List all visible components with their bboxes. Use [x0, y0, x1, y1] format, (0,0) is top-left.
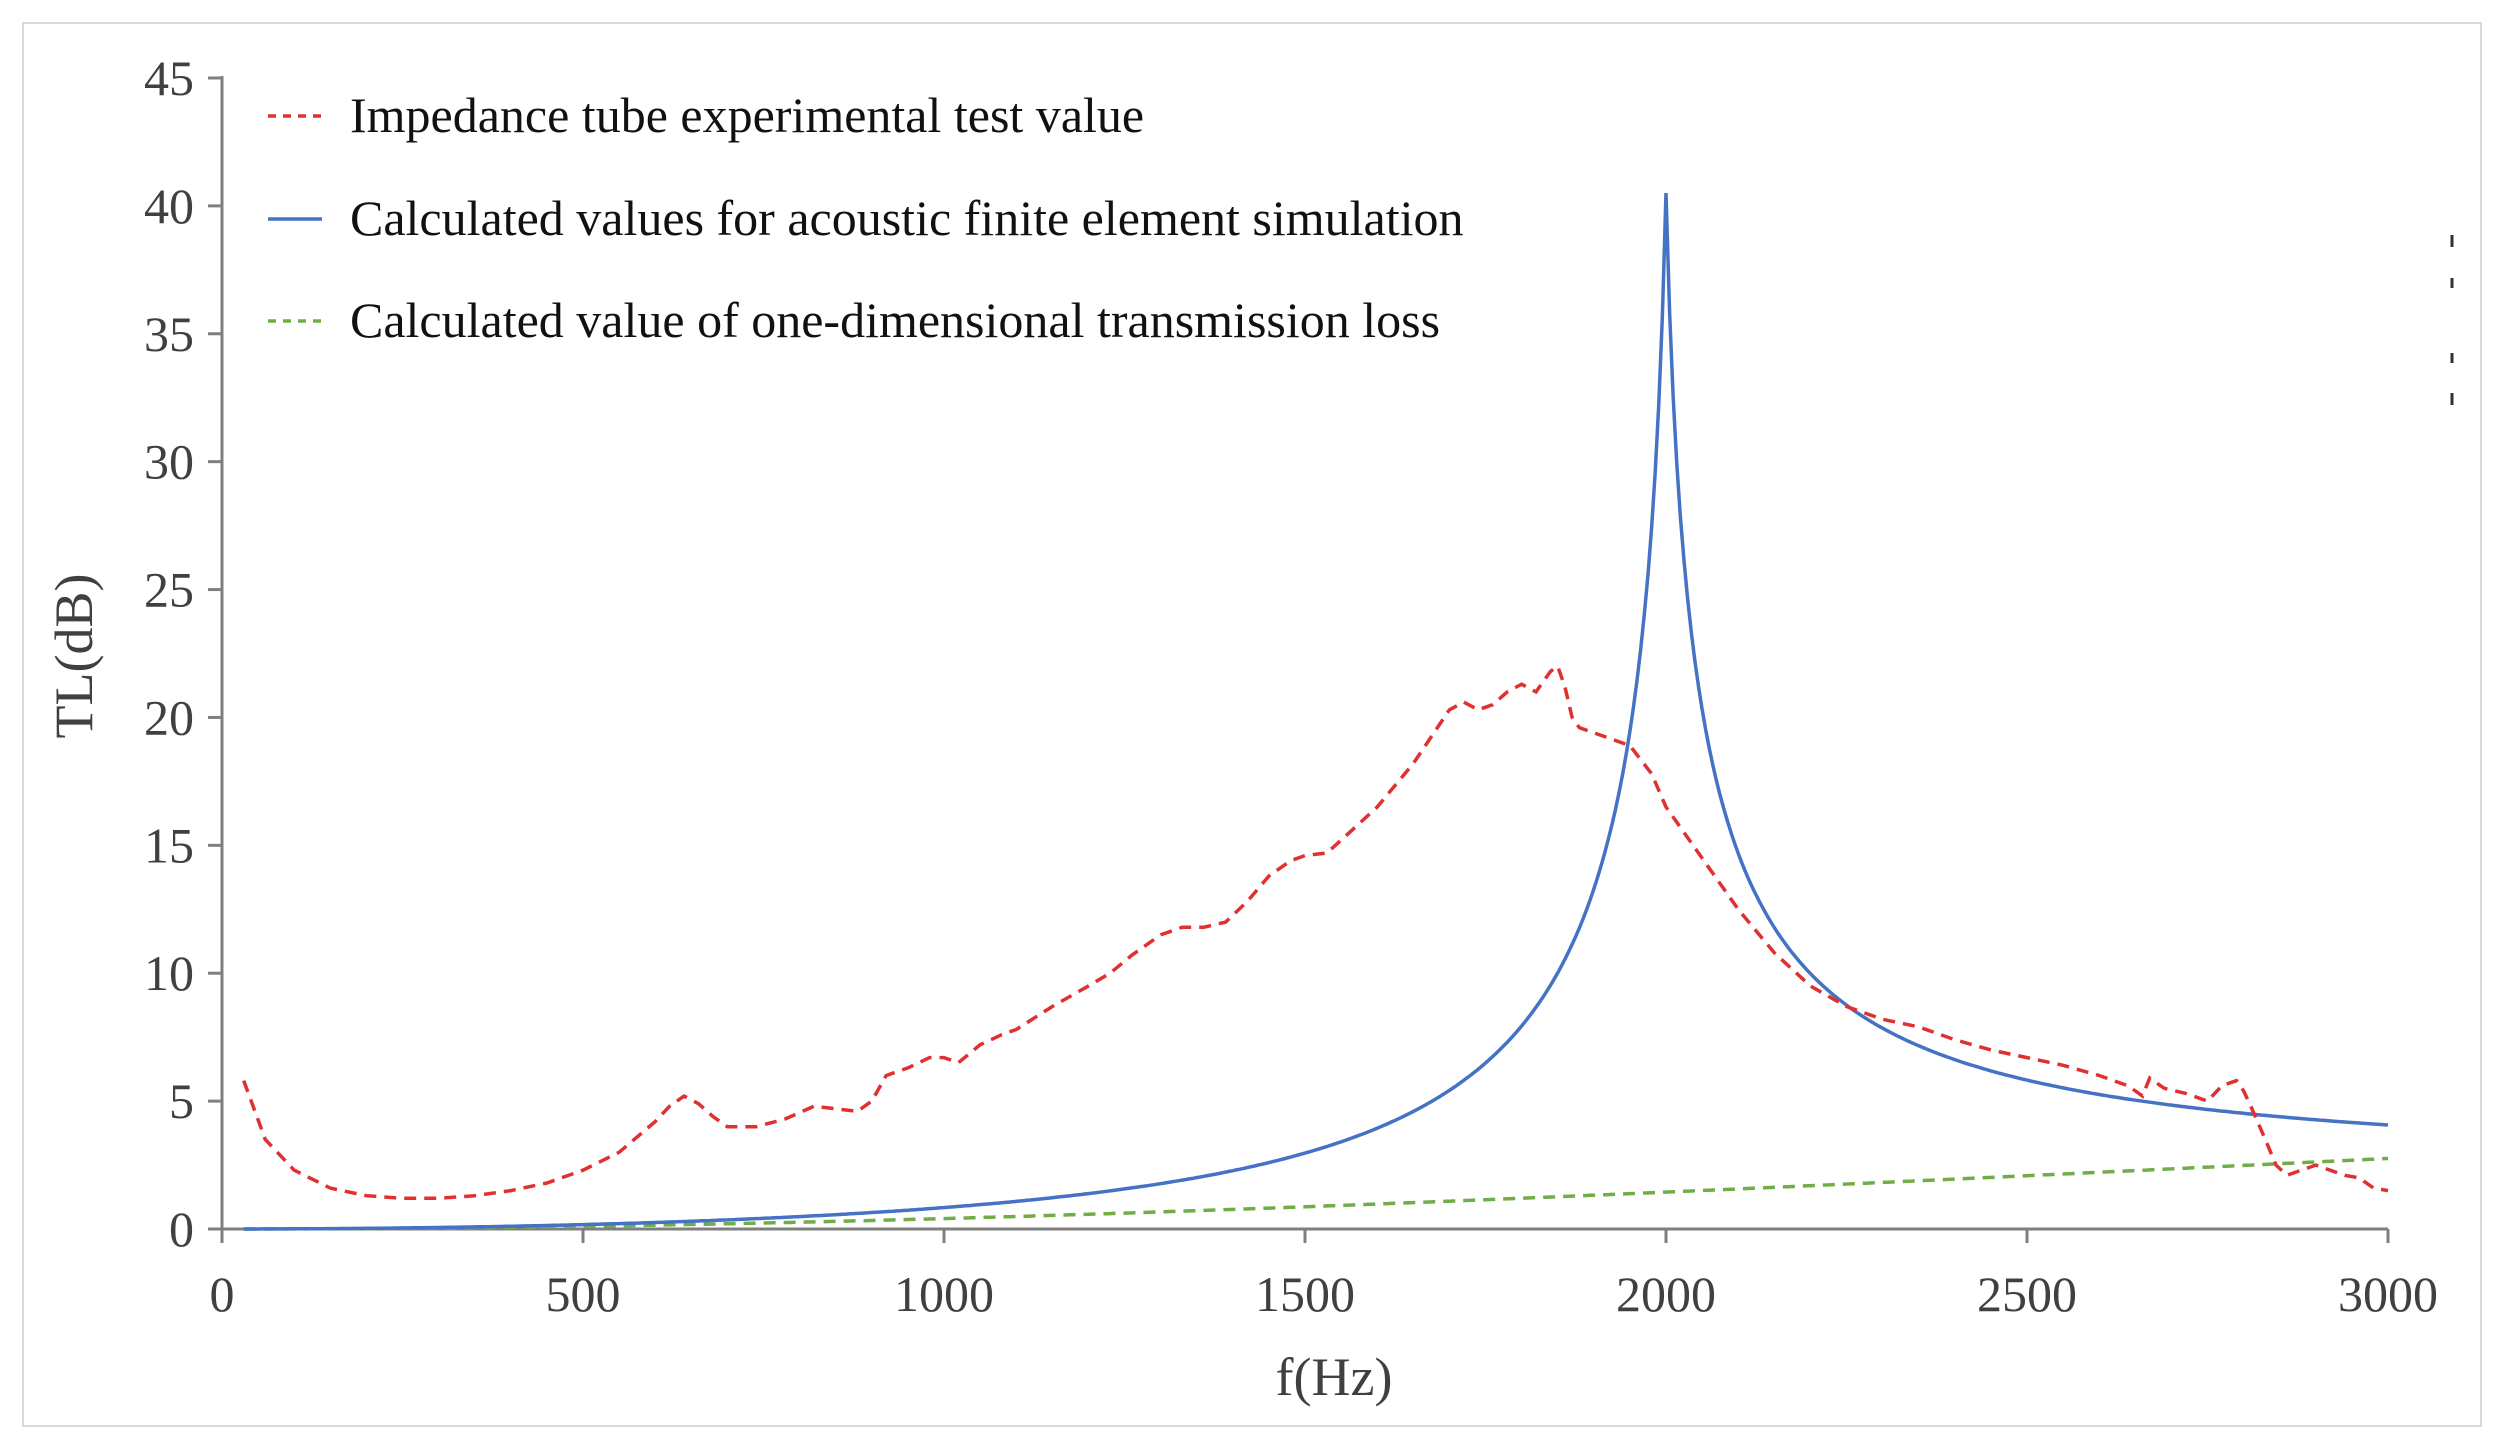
y-tick-label: 35 [144, 306, 194, 362]
y-tick-label: 40 [144, 178, 194, 234]
axes [208, 76, 2388, 1243]
y-tick-label: 0 [169, 1201, 194, 1257]
legend-experimental: Impedance tube experimental test value [268, 87, 1144, 143]
y-tick-label: 30 [144, 434, 194, 490]
y-tick-label: 10 [144, 945, 194, 1001]
x-tick-label: 1000 [894, 1266, 994, 1322]
legend-one-dimensional-label: Calculated value of one-dimensional tran… [350, 292, 1440, 348]
x-axis-title: f(Hz) [1276, 1347, 1393, 1407]
x-tick-label: 2500 [1977, 1266, 2077, 1322]
legend-fem-label: Calculated values for acoustic finite el… [350, 190, 1464, 246]
y-tick-label: 25 [144, 562, 194, 618]
y-tick-label: 5 [169, 1073, 194, 1129]
x-tick-label: 3000 [2338, 1266, 2438, 1322]
x-tick-label: 0 [210, 1266, 235, 1322]
legend-fem: Calculated values for acoustic finite el… [268, 190, 1464, 246]
y-axis-title: TL(dB) [44, 574, 104, 739]
x-tick-label: 500 [546, 1266, 621, 1322]
y-tick-label: 45 [144, 50, 194, 106]
x-tick-label: 2000 [1616, 1266, 1716, 1322]
legend-one-dimensional: Calculated value of one-dimensional tran… [268, 292, 1440, 348]
series-layer [244, 193, 2388, 1229]
series-fem-line [244, 193, 2388, 1229]
tl-frequency-chart: 0 5 10 15 20 25 30 35 40 45 0 500 1000 1500 2000 2500 30… [0, 0, 2512, 1449]
legend-experimental-label: Impedance tube experimental test value [350, 87, 1144, 143]
series-one-dimensional-line [244, 1159, 2388, 1230]
legend: Impedance tube experimental test value Ca… [268, 87, 1464, 348]
y-tick-label: 15 [144, 817, 194, 873]
series-experimental-line [244, 666, 2388, 1198]
x-tick-label: 1500 [1255, 1266, 1355, 1322]
y-tick-label: 20 [144, 689, 194, 745]
